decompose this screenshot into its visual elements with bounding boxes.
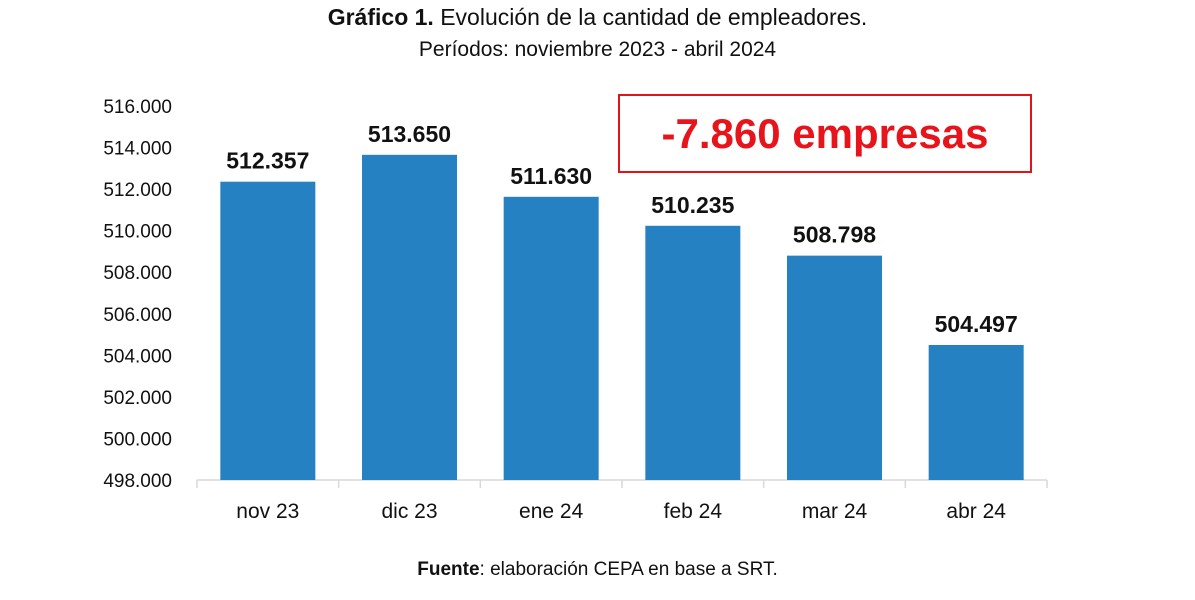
source-text: : elaboración CEPA en base a SRT. — [479, 559, 778, 580]
chart-title-text: Evolución de la cantidad de empleadores. — [440, 4, 868, 30]
bar — [787, 255, 882, 480]
y-tick-label: 498.000 — [103, 471, 172, 492]
y-tick-label: 504.000 — [103, 346, 172, 367]
y-tick-label: 500.000 — [103, 429, 172, 450]
chart-subtitle: Períodos: noviembre 2023 - abril 2024 — [418, 38, 777, 61]
annotation-text: -7.860 empresas — [661, 109, 989, 157]
y-tick-label: 514.000 — [103, 139, 172, 160]
bar — [645, 225, 741, 480]
bar — [362, 154, 457, 481]
y-tick-label: 508.000 — [103, 263, 172, 284]
data-label: 510.235 — [651, 192, 734, 218]
chart-title-label: Gráfico 1. — [327, 4, 434, 30]
data-label: 504.497 — [935, 311, 1018, 337]
y-tick-label: 506.000 — [103, 305, 172, 326]
chart-title: Gráfico 1. Evolución de la cantidad de e… — [0, 4, 1195, 31]
data-label: 508.798 — [793, 222, 876, 248]
bar — [503, 196, 599, 480]
y-tick-label: 502.000 — [103, 388, 172, 409]
source-note: Fuente: elaboración CEPA en base a SRT. — [0, 559, 1195, 581]
y-tick-label: 516.000 — [103, 97, 172, 118]
x-tick-label: feb 24 — [664, 500, 723, 523]
bar — [220, 181, 316, 480]
data-label: 513.650 — [368, 121, 451, 147]
y-tick-label: 512.000 — [103, 180, 172, 201]
annotation-box: -7.860 empresas — [618, 94, 1032, 173]
x-tick-label: ene 24 — [519, 500, 584, 523]
source-label: Fuente — [417, 559, 480, 580]
y-tick-label: 510.000 — [103, 222, 172, 243]
bar — [928, 345, 1024, 480]
x-tick-label: nov 23 — [236, 500, 299, 523]
x-tick-label: abr 24 — [946, 500, 1006, 523]
x-tick-label: dic 23 — [381, 500, 437, 523]
data-label: 512.357 — [226, 148, 309, 174]
data-label: 511.630 — [510, 163, 592, 189]
x-tick-label: mar 24 — [802, 500, 868, 523]
